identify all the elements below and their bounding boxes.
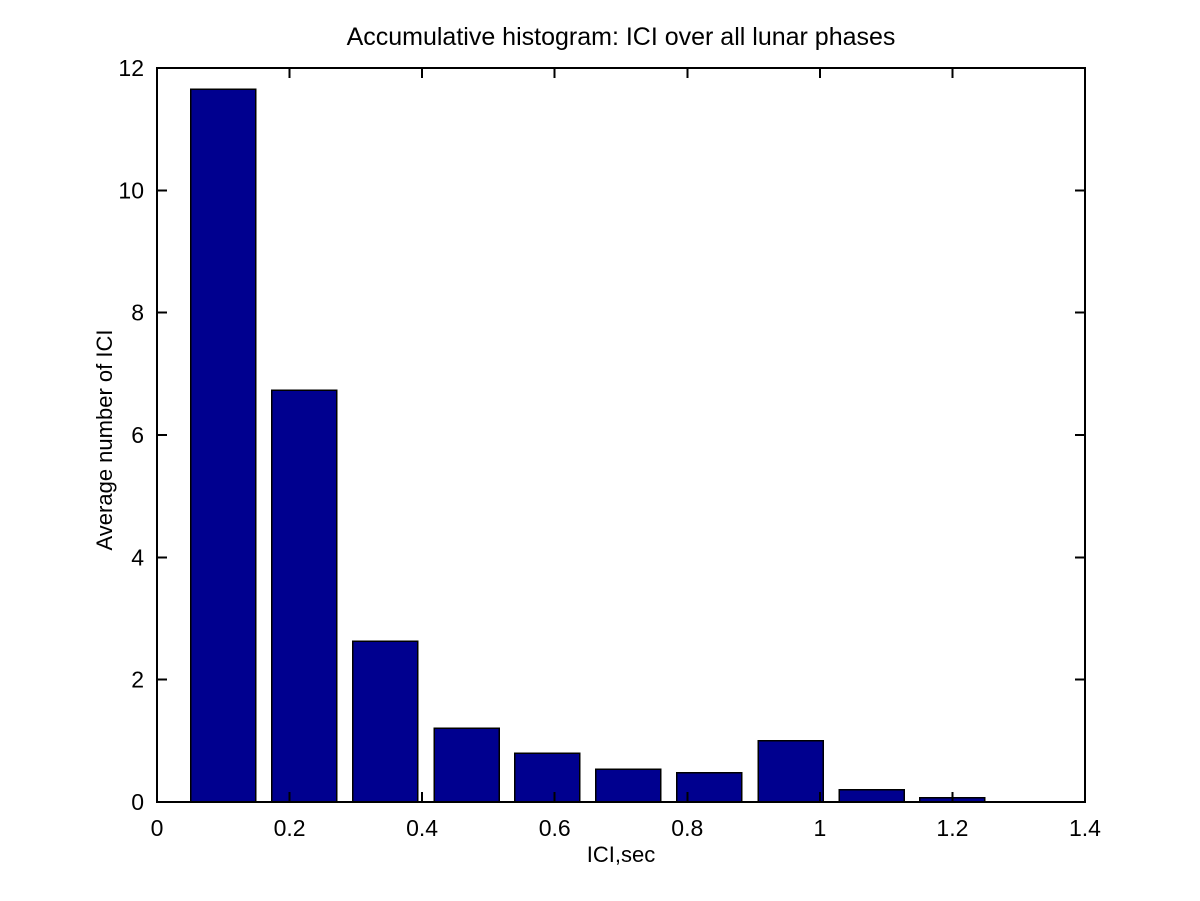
plot-border [156, 67, 1086, 803]
x-tick-label: 1.2 [936, 815, 968, 841]
histogram-bar [838, 789, 905, 803]
y-tick-label: 8 [131, 300, 144, 326]
histogram-bar [270, 389, 338, 803]
x-tick-label: 1 [814, 815, 827, 841]
y-axis-label: Average number of ICI [92, 330, 117, 551]
histogram-bar [351, 640, 419, 803]
y-tick-label: 12 [118, 55, 144, 81]
x-axis-label: ICI,sec [587, 842, 655, 867]
histogram-bar [190, 88, 257, 803]
x-tick-label: 0 [151, 815, 164, 841]
x-tick-label: 0.2 [274, 815, 306, 841]
histogram-bar [514, 752, 581, 803]
histogram-bar [757, 740, 824, 803]
y-tick-label: 6 [131, 422, 144, 448]
x-tick-label: 0.6 [539, 815, 571, 841]
bars-group [190, 88, 986, 803]
histogram-bar [433, 727, 500, 803]
tick-labels-group: 0 0.2 0.4 0.6 0.8 1 1.2 1.4 0 2 4 6 8 10 12 [118, 55, 1101, 841]
x-tick-label: 0.4 [406, 815, 438, 841]
y-tick-label: 0 [131, 789, 144, 815]
y-tick-label: 4 [131, 544, 144, 570]
y-tick-label: 2 [131, 667, 144, 693]
chart-title: Accumulative histogram: ICI over all lun… [347, 23, 896, 51]
y-tick-label: 10 [118, 177, 144, 203]
histogram-bar [595, 768, 662, 803]
x-tick-label: 1.4 [1069, 815, 1101, 841]
x-tick-label: 0.8 [671, 815, 703, 841]
